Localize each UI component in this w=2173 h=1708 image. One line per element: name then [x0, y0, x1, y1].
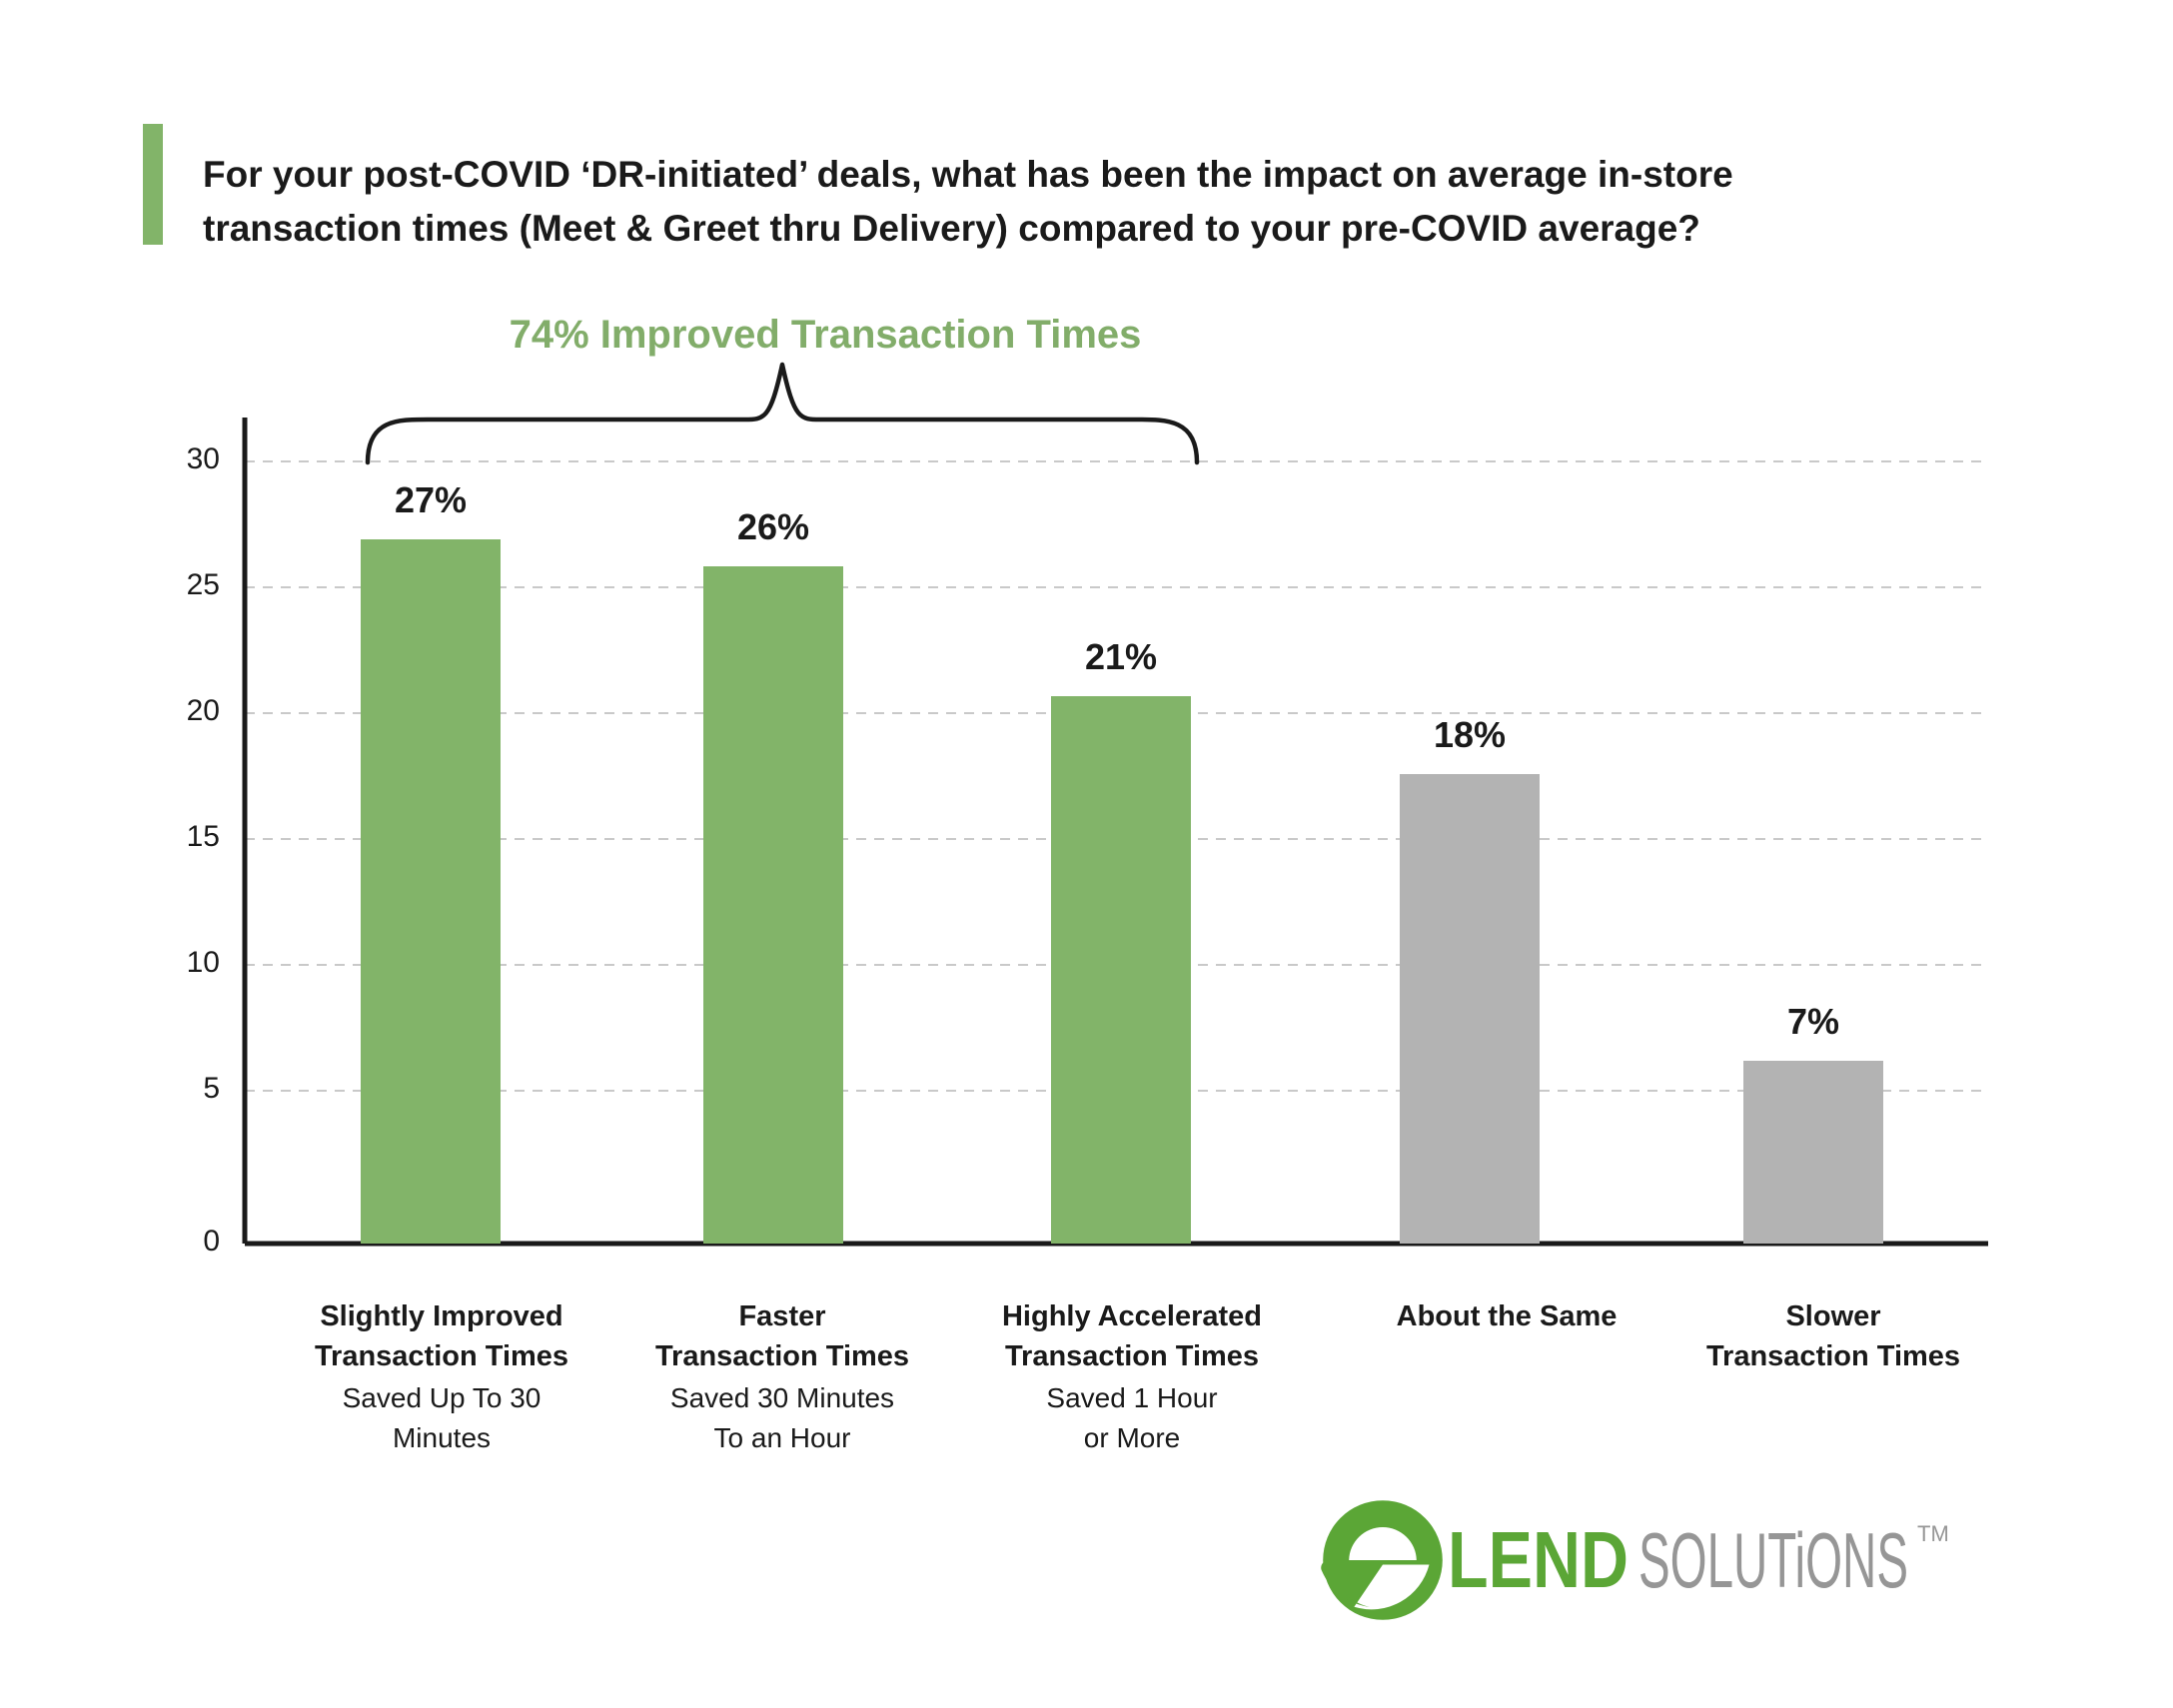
svg-text:LEND: LEND — [1448, 1515, 1629, 1604]
svg-text:SOLUTiONS: SOLUTiONS — [1638, 1516, 1908, 1604]
svg-text:TM: TM — [1917, 1521, 1949, 1546]
